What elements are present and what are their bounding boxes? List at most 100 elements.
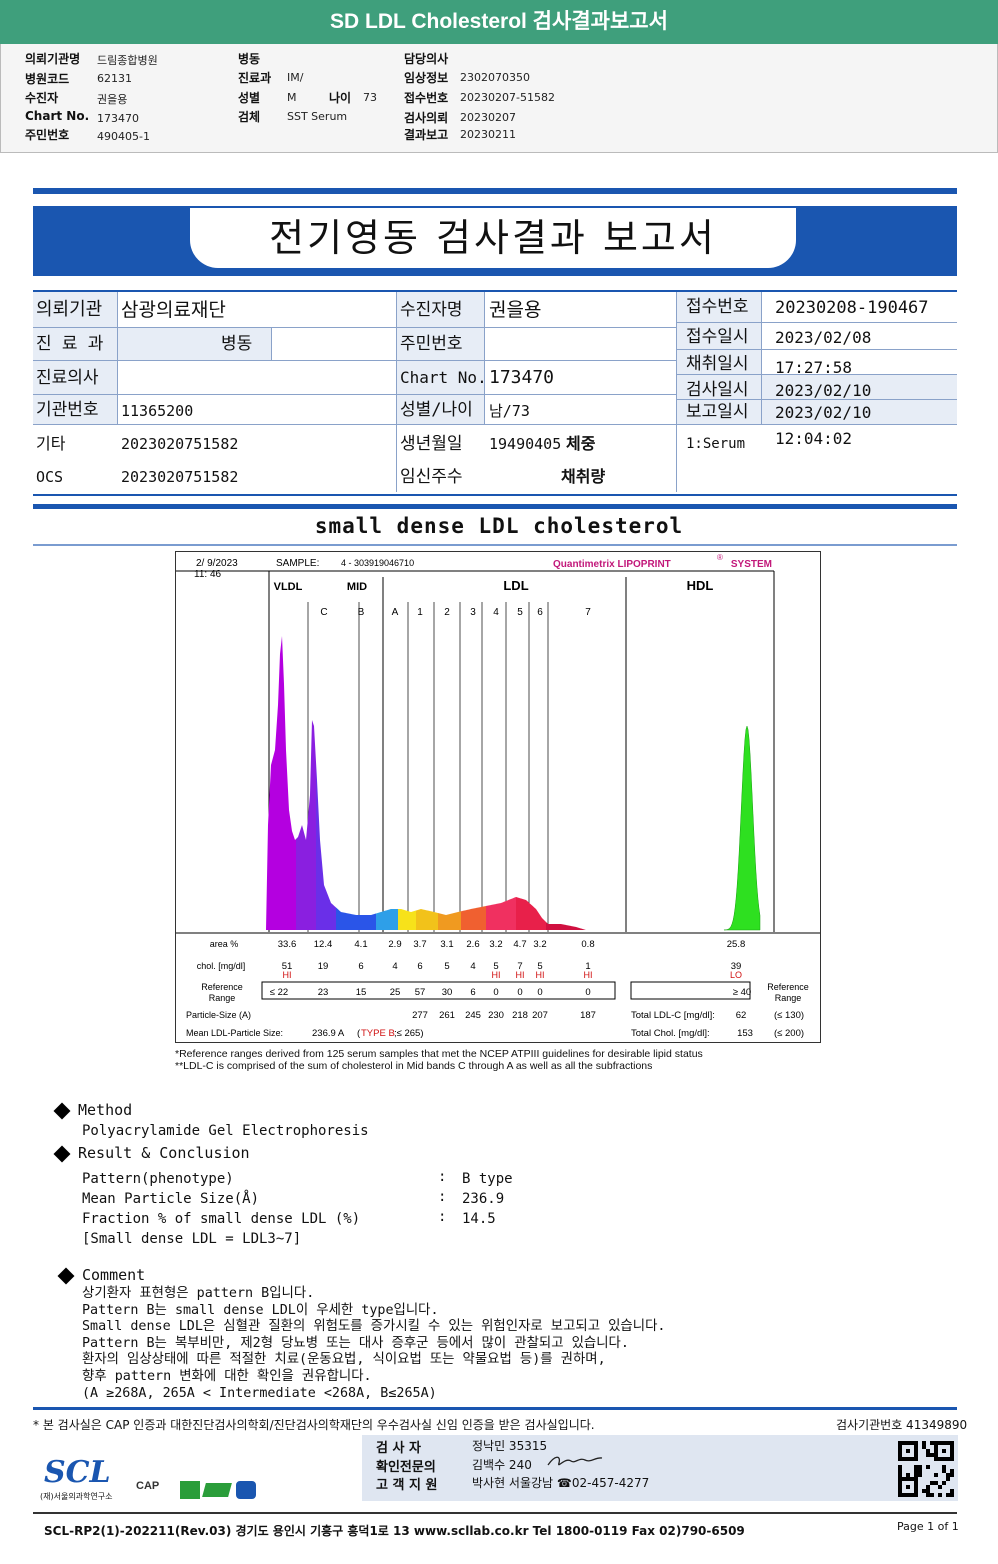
section-underline xyxy=(33,544,957,546)
grid-line xyxy=(33,360,676,361)
section-rule xyxy=(33,504,957,509)
result-key: Pattern(phenotype) xyxy=(82,1171,234,1187)
result-key: Mean Particle Size(Å) xyxy=(82,1191,260,1207)
qr-module xyxy=(926,1493,930,1497)
method-text: Polyacrylamide Gel Electrophoresis xyxy=(82,1123,369,1139)
qr-module xyxy=(950,1453,954,1457)
label-bg xyxy=(396,292,484,424)
qr-module xyxy=(906,1457,910,1461)
ref-box-hdl xyxy=(630,981,751,1000)
peak-segment xyxy=(416,909,438,930)
header-panel: 의뢰기관명 드림종합병원 병원코드 62131 수진자 권을용 Chart No… xyxy=(0,44,998,153)
accreditation-logo-icon xyxy=(236,1481,256,1499)
ref-value: 0 xyxy=(517,987,522,998)
qr-module xyxy=(942,1449,946,1453)
qr-module xyxy=(950,1457,954,1461)
qr-module xyxy=(934,1453,938,1457)
grid-line xyxy=(676,374,957,375)
chart-date: 2/ 9/2023 xyxy=(196,558,238,569)
subband-label: 3 xyxy=(470,607,476,618)
label-collect-amount: 채취량 xyxy=(561,467,606,486)
area-value: 33.6 xyxy=(278,939,297,950)
band-group-mid: MID xyxy=(347,581,367,593)
area-value: 3.7 xyxy=(413,939,426,950)
grid-line xyxy=(271,327,272,360)
qr-module xyxy=(898,1489,902,1493)
particle-size-value: 230 xyxy=(488,1010,504,1021)
band-group-ldl: LDL xyxy=(503,578,528,593)
peak-segment xyxy=(516,897,546,930)
hdr-label: 담당의사 xyxy=(404,52,449,66)
result-sep: : xyxy=(438,1209,447,1225)
subband-label: 2 xyxy=(444,607,450,618)
peak-segment xyxy=(316,762,336,930)
subband-label: A xyxy=(392,607,399,618)
grid-line xyxy=(396,292,397,492)
support-value: 박사현 서울강남 ☎02-457-4277 xyxy=(472,1476,650,1490)
peak-segment xyxy=(266,636,296,930)
qr-module xyxy=(906,1449,910,1453)
chol-value: 5 xyxy=(537,961,542,972)
qr-module xyxy=(910,1457,914,1461)
chol-value: 51 xyxy=(282,961,293,972)
hdr-value: 20230207-51582 xyxy=(460,91,555,104)
area-value: 3.1 xyxy=(440,939,453,950)
area-value: 4.7 xyxy=(513,939,526,950)
qr-module xyxy=(906,1473,910,1477)
chart-note-1: *Reference ranges derived from 125 serum… xyxy=(175,1048,703,1060)
qr-module xyxy=(934,1445,938,1449)
banner-title: SD LDL Cholesterol 검사결과보고서 xyxy=(0,0,998,44)
qr-module xyxy=(906,1485,910,1489)
row-label-mean: Mean LDL-Particle Size: xyxy=(186,1028,283,1038)
diamond-bullet-icon xyxy=(53,1145,71,1162)
hdr-label: 병동 xyxy=(238,52,261,66)
qr-module xyxy=(914,1469,918,1473)
hdr-value: M xyxy=(287,91,297,104)
grid-line xyxy=(761,292,762,424)
area-value: 25.8 xyxy=(727,939,746,950)
qr-module xyxy=(934,1449,938,1453)
sample-label: SAMPLE: xyxy=(276,558,319,569)
qr-module xyxy=(946,1473,950,1477)
value-patient-name: 권을용 xyxy=(489,299,542,321)
qr-module xyxy=(918,1465,922,1469)
label-institution: 의뢰기관 xyxy=(36,299,103,320)
chol-value: 7 xyxy=(517,961,522,972)
chol-value: 4 xyxy=(392,961,397,972)
value-etc: 2023020751582 xyxy=(121,435,239,453)
hdr-label: 접수번호 xyxy=(404,91,449,105)
result-sep: : xyxy=(438,1189,447,1205)
qr-module xyxy=(914,1449,918,1453)
qr-module xyxy=(898,1449,902,1453)
accreditation-logo-icon xyxy=(202,1483,232,1497)
chart-notes: *Reference ranges derived from 125 serum… xyxy=(175,1048,703,1072)
qr-module xyxy=(902,1493,906,1497)
result-sep: : xyxy=(438,1169,447,1185)
value-birth: 19490405 xyxy=(489,435,562,453)
qr-module xyxy=(926,1449,930,1453)
brand-mark: ® xyxy=(717,553,723,562)
qr-module xyxy=(950,1489,954,1493)
hdr-label: 수진자 xyxy=(25,91,59,105)
value-sex-age: 남/73 xyxy=(489,402,530,420)
brand-label: Quantimetrix LIPOPRINT xyxy=(553,559,671,570)
qr-module xyxy=(898,1441,902,1445)
particle-size-value: 207 xyxy=(532,1010,548,1021)
qr-module xyxy=(898,1457,902,1461)
qr-module xyxy=(942,1457,946,1461)
label-collect-time: 채취일시 xyxy=(686,354,749,374)
ref-value: 57 xyxy=(415,987,426,998)
qr-module xyxy=(898,1485,902,1489)
hdr-label: 결과보고 xyxy=(404,128,449,142)
result-heading: Result & Conclusion xyxy=(53,1144,250,1162)
value-test-date: 2023/02/10 xyxy=(775,381,872,400)
qr-module xyxy=(938,1457,942,1461)
ref-value: 0 xyxy=(585,987,590,998)
chol-value: 4 xyxy=(470,961,475,972)
qr-module xyxy=(946,1493,950,1497)
result-note: [Small dense LDL = LDL3~7] xyxy=(82,1231,302,1247)
qr-module xyxy=(906,1477,910,1481)
area-value: 3.2 xyxy=(533,939,546,950)
peak-segment xyxy=(376,909,398,930)
qr-module xyxy=(914,1485,918,1489)
